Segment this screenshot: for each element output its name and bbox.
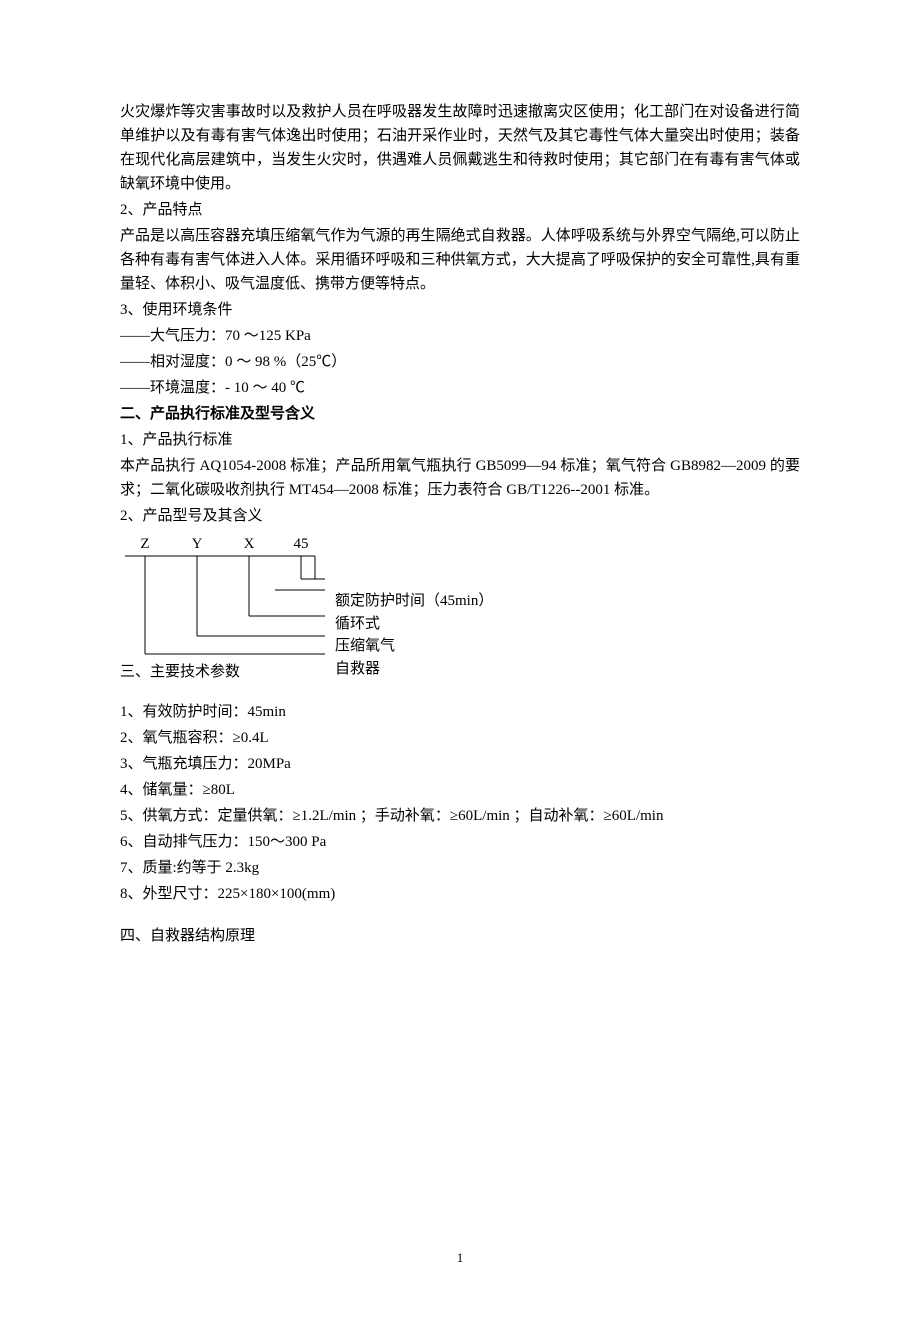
env-condition-pressure: ——大气压力：70 ～125 KPa xyxy=(120,324,800,348)
model-letter-z: Z xyxy=(135,532,155,556)
sec4-heading: 四、自救器结构原理 xyxy=(120,924,800,948)
model-code-diagram: Z Y X 45 额定防护时间（45min） 循环式 压缩氧气 自救器 三、主要… xyxy=(120,532,800,692)
model-letter-y: Y xyxy=(187,532,207,556)
model-label-cycle: 循环式 xyxy=(335,613,493,636)
param-7: 7、质量:约等于 2.3kg xyxy=(120,856,800,880)
sec2-item1-title: 1、产品执行标准 xyxy=(120,428,800,452)
param-1: 1、有效防护时间：45min xyxy=(120,700,800,724)
sec2-heading: 二、产品执行标准及型号含义 xyxy=(120,402,800,426)
param-4: 4、储氧量：≥80L xyxy=(120,778,800,802)
param-5: 5、供氧方式：定量供氧：≥1.2L/min ；手动补氧：≥60L/min ；自动… xyxy=(120,804,800,828)
model-labels: 额定防护时间（45min） 循环式 压缩氧气 自救器 xyxy=(335,590,493,680)
sec2-item1-body: 本产品执行 AQ1054-2008 标准；产品所用氧气瓶执行 GB5099—94… xyxy=(120,454,800,502)
sec3-heading: 三、主要技术参数 xyxy=(120,660,240,684)
sec2-item2-title: 2、产品型号及其含义 xyxy=(120,504,800,528)
model-label-rescuer: 自救器 xyxy=(335,658,493,681)
model-label-oxygen: 压缩氧气 xyxy=(335,635,493,658)
page-number: 1 xyxy=(120,1248,800,1269)
model-bracket-svg xyxy=(120,554,330,674)
model-letters-row: Z Y X 45 xyxy=(135,532,311,556)
model-letter-x: X xyxy=(239,532,259,556)
param-3: 3、气瓶充填压力：20MPa xyxy=(120,752,800,776)
param-2: 2、氧气瓶容积：≥0.4L xyxy=(120,726,800,750)
param-6: 6、自动排气压力：150～300 Pa xyxy=(120,830,800,854)
intro-paragraph: 火灾爆炸等灾害事故时以及救护人员在呼吸器发生故障时迅速撤离灾区使用；化工部门在对… xyxy=(120,100,800,196)
model-letter-45: 45 xyxy=(291,532,311,556)
sec1-item3-title: 3、使用环境条件 xyxy=(120,298,800,322)
model-label-time: 额定防护时间（45min） xyxy=(335,590,493,613)
param-8: 8、外型尺寸：225×180×100(mm) xyxy=(120,882,800,906)
env-condition-humidity: ——相对湿度：0 ～ 98 %（25℃） xyxy=(120,350,800,374)
sec1-item2-title: 2、产品特点 xyxy=(120,198,800,222)
env-condition-temperature: ——环境温度：- 10 ～ 40 ℃ xyxy=(120,376,800,400)
sec1-item2-body: 产品是以高压容器充填压缩氧气作为气源的再生隔绝式自救器。人体呼吸系统与外界空气隔… xyxy=(120,224,800,296)
